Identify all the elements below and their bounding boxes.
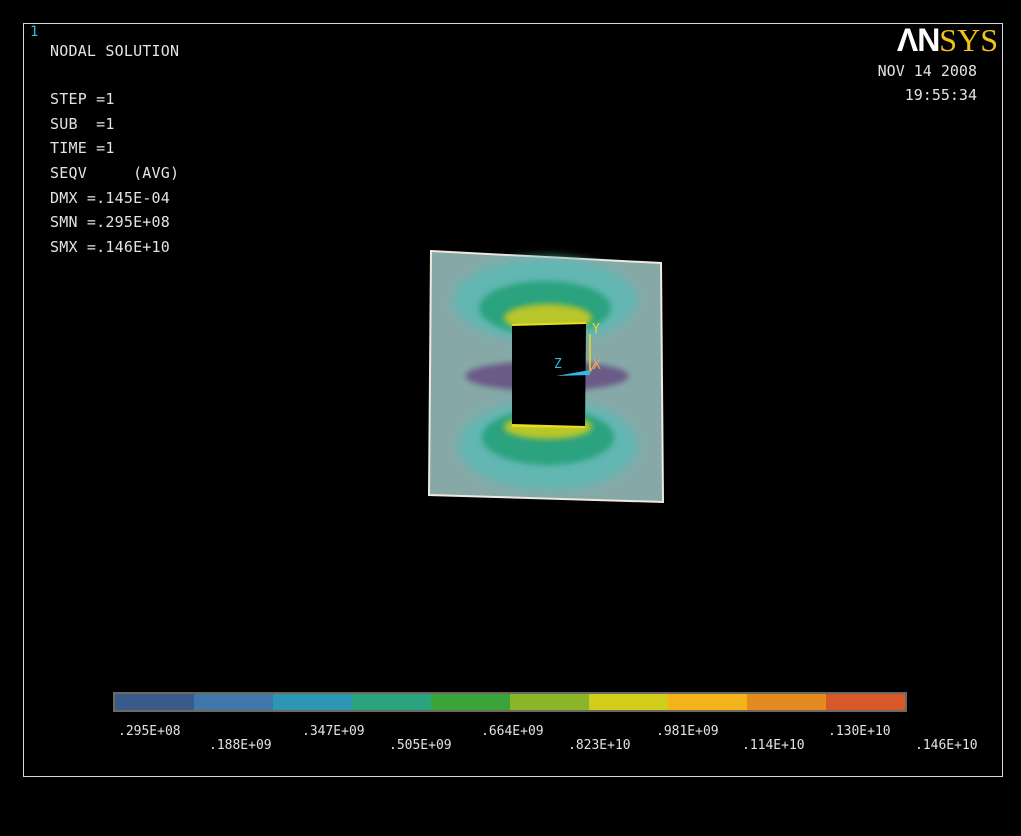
triad-z-axis (556, 370, 590, 376)
legend-swatch-7 (589, 694, 668, 710)
legend-label-9: .130E+10 (828, 724, 891, 739)
info-smx: SMX =.146E+10 (50, 238, 170, 256)
legend-label-2: .188E+09 (209, 738, 272, 753)
legend-swatch-2 (194, 694, 273, 710)
legend-swatch-9 (747, 694, 826, 710)
legend-swatch-6 (510, 694, 589, 710)
legend-swatch-4 (352, 694, 431, 710)
legend-swatch-10 (826, 694, 905, 710)
plot-time: 19:55:34 (904, 86, 977, 104)
legend-label-4: .505E+09 (389, 738, 452, 753)
rectangular-hole (512, 324, 586, 426)
info-step: STEP =1 (50, 90, 115, 108)
ansys-logo: ΛNSYS (897, 24, 998, 56)
logo-an: ΛN (896, 22, 940, 58)
hole-bottom-edge-stress (511, 423, 586, 428)
legend-label-6: .823E+10 (568, 738, 631, 753)
legend-swatch-3 (273, 694, 352, 710)
info-seqv: SEQV (AVG) (50, 164, 180, 182)
legend-label-7: .981E+09 (656, 724, 719, 739)
triad-z-label: Z (554, 357, 562, 372)
info-smn: SMN =.295E+08 (50, 213, 170, 231)
legend-label-10: .146E+10 (915, 738, 978, 753)
triad-x-label: X (593, 358, 601, 373)
window-number: 1 (30, 24, 39, 40)
info-time: TIME =1 (50, 139, 115, 157)
legend-swatch-1 (115, 694, 194, 710)
legend-label-1: .295E+08 (118, 724, 181, 739)
logo-sys: SYS (939, 22, 998, 58)
legend-swatch-8 (668, 694, 747, 710)
plot-title: NODAL SOLUTION (50, 42, 180, 60)
legend-swatch-5 (431, 694, 510, 710)
info-sub: SUB =1 (50, 115, 115, 133)
legend-label-5: .664E+09 (481, 724, 544, 739)
triad-y-label: Y (592, 322, 600, 337)
legend-label-3: .347E+09 (302, 724, 365, 739)
triad-x-axis (589, 361, 597, 373)
info-dmx: DMX =.145E-04 (50, 189, 170, 207)
legend-label-8: .114E+10 (742, 738, 805, 753)
contour-legend-bar (113, 692, 907, 712)
plot-date: NOV 14 2008 (877, 62, 977, 80)
